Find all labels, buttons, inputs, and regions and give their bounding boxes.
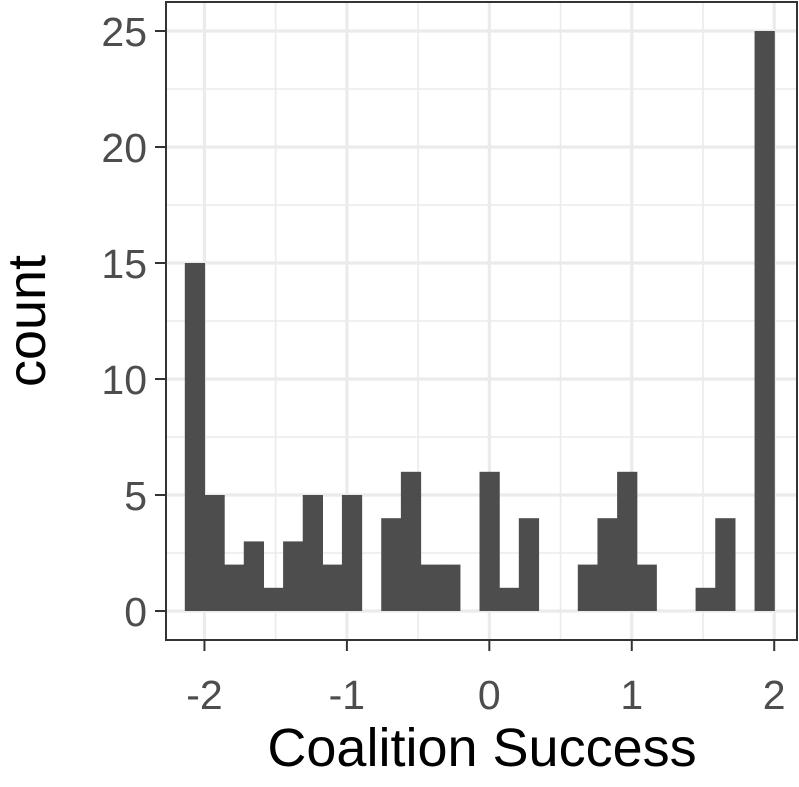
- histogram-bar: [636, 564, 657, 611]
- x-tick-label: 1: [620, 672, 643, 718]
- y-tick-label: 0: [124, 589, 147, 635]
- y-tick-label: 15: [101, 241, 147, 287]
- histogram-bar: [440, 564, 461, 611]
- histogram-bar: [224, 564, 245, 611]
- histogram-bar: [754, 31, 775, 611]
- histogram-bar: [322, 564, 343, 611]
- histogram-bar: [715, 518, 736, 611]
- histogram-bar: [577, 564, 599, 611]
- x-tick-label: -2: [186, 672, 222, 718]
- histogram-bar: [184, 263, 206, 611]
- histogram-bar: [597, 518, 618, 611]
- histogram-bar: [243, 541, 265, 611]
- minor-grid-lines: [166, 2, 797, 640]
- y-axis-label: count: [0, 255, 57, 387]
- histogram-bar: [302, 495, 323, 611]
- histogram-bar: [617, 471, 638, 611]
- histogram-bar: [204, 495, 225, 611]
- histogram-bar: [341, 495, 363, 611]
- x-tick-label: -1: [329, 672, 365, 718]
- y-axis: 0 5 10 15 20 25: [101, 9, 166, 635]
- histogram-bars: [184, 31, 775, 611]
- x-axis: -2 -1 0 1 2: [186, 640, 786, 718]
- histogram-bar: [400, 471, 422, 611]
- y-tick-label: 25: [101, 9, 147, 55]
- x-tick-label: 2: [763, 672, 786, 718]
- histogram-bar: [695, 587, 716, 611]
- histogram-bar: [499, 587, 520, 611]
- histogram-bar: [420, 564, 441, 611]
- histogram-bar: [263, 587, 284, 611]
- x-tick-label: 0: [478, 672, 501, 718]
- panel-border: [165, 1, 798, 641]
- x-axis-label: Coalition Success: [267, 718, 696, 778]
- y-tick-label: 20: [101, 125, 147, 171]
- y-tick-label: 10: [101, 357, 147, 403]
- y-tick-label: 5: [124, 473, 147, 519]
- histogram-bar: [518, 518, 540, 611]
- histogram-bar: [283, 541, 304, 611]
- histogram-bar: [381, 518, 402, 611]
- histogram-bar: [479, 471, 500, 611]
